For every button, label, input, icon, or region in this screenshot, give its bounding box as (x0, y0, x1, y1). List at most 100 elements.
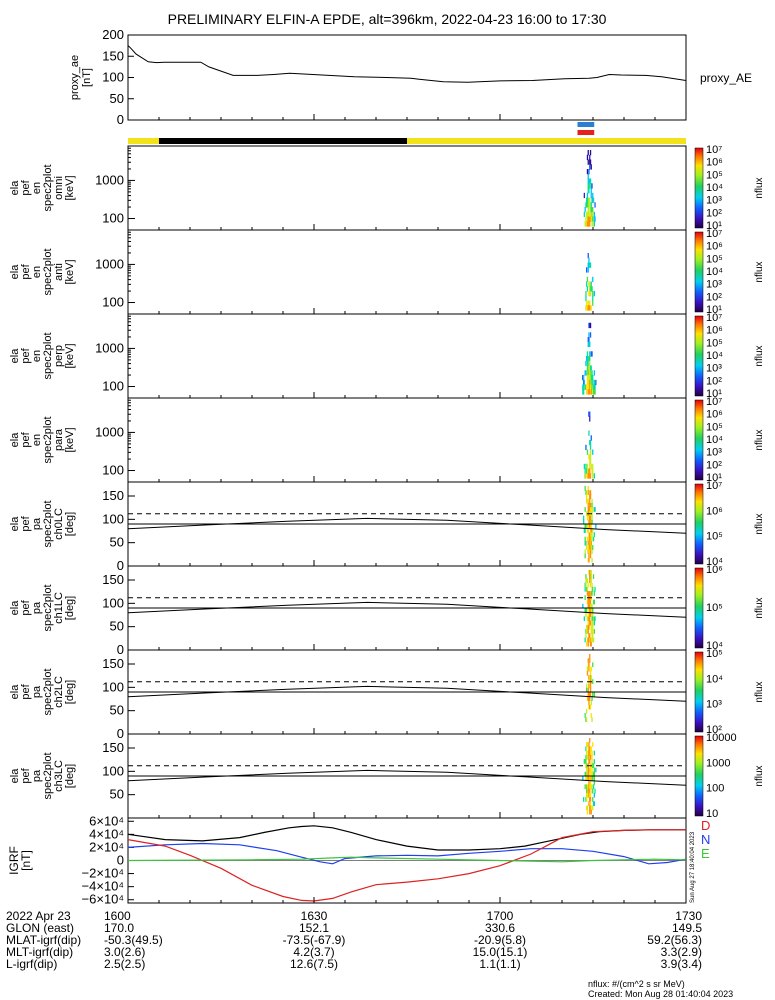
colorbar-label: nflux (754, 261, 765, 282)
grf-series-E (127, 856, 687, 863)
proxy-ae-right-label: proxy_AE (700, 71, 752, 85)
spectrogram-cell (590, 365, 592, 371)
spectrogram-cell (583, 528, 585, 533)
spectrogram-cell (589, 389, 592, 395)
spectrogram-cell (585, 291, 587, 297)
spectrogram-cell (592, 276, 594, 283)
spectrogram-cell (585, 776, 587, 781)
panel-ylabel: elapefenspec2plotperp[keV] (9, 332, 76, 379)
spectrogram-cell (591, 629, 593, 634)
colorbar-tick: 10² (706, 724, 722, 736)
spectrogram-cell (592, 291, 594, 297)
spectrogram-cell (585, 540, 587, 546)
colorbar-tick: 10³ (706, 447, 722, 459)
spectrogram-cell (587, 473, 589, 479)
spectrogram-cell (588, 608, 590, 613)
spectrogram-cell (586, 746, 588, 752)
spectrogram-cell (592, 679, 594, 684)
spectrogram-cell (588, 197, 590, 203)
spectrogram-cell (590, 216, 592, 222)
spectrogram-cell (589, 440, 592, 446)
spectrogram-cell (588, 305, 590, 311)
spectrogram-cell (586, 360, 589, 367)
spectrogram-cell (590, 183, 592, 189)
ylabel-line: en (31, 434, 43, 446)
ylabel-line: ch0LC (53, 508, 65, 540)
spectrogram-cell (593, 767, 595, 773)
spectrogram-cell (586, 742, 588, 747)
spectrogram-cell (592, 608, 594, 613)
loss-cone-line (127, 685, 687, 702)
spectrogram-cell (587, 468, 589, 474)
colorbar-tick: 100 (706, 783, 724, 795)
spectrogram-cell (592, 776, 594, 781)
spectrogram-cell (590, 202, 592, 208)
spectrogram-cell (589, 620, 592, 626)
spectrogram-cell (589, 545, 592, 550)
colorbar-tick: 10² (706, 459, 722, 471)
spectrogram-cell (588, 360, 590, 367)
spectrogram-cell (589, 463, 591, 470)
spectrogram-cell (592, 788, 594, 794)
proxy-ae-tick-label: 150 (102, 48, 124, 63)
proxy-ae-tick-label: 0 (117, 112, 124, 127)
spectrogram-cell (591, 754, 593, 760)
spectrogram-cell (587, 507, 589, 512)
spectrogram-cell (586, 202, 588, 208)
spectrogram-cell (589, 150, 592, 156)
spectrogram-cell (592, 620, 594, 626)
spectrogram-cell (591, 603, 593, 609)
spectrogram-cell (589, 281, 591, 287)
spectrogram-cell (592, 389, 594, 395)
spectrogram-cell (589, 178, 591, 184)
spectrogram-cell (586, 468, 588, 474)
spectrogram-cell (585, 384, 587, 390)
spectrogram-cell (583, 463, 585, 470)
colorbar-tick: 10⁷ (706, 312, 722, 324)
footer-units: nflux: #/(cm^2 s sr MeV) (588, 979, 685, 989)
spectrogram-cell (585, 524, 587, 529)
spectrogram-cell (588, 557, 590, 563)
spectrogram-cell (589, 351, 591, 357)
spectrogram-cell (589, 211, 591, 218)
spectrogram-cell (586, 805, 588, 811)
colorbar-tick: 10¹ (706, 220, 722, 232)
spectrogram-cell (590, 536, 592, 542)
spectrogram-cell (587, 754, 589, 760)
spectrogram-cell (587, 211, 589, 218)
ylabel-line: pef (20, 179, 32, 195)
spectrogram-cell (592, 692, 594, 697)
spectrogram-cell (593, 216, 595, 222)
spectrogram-cell (587, 384, 589, 390)
spectrogram-cell (586, 629, 589, 634)
spectrogram-cell (594, 616, 596, 622)
spectrogram-cell (589, 666, 591, 672)
spectrogram-cell (589, 300, 591, 306)
panel-ylabel: elapefpaspec2plotch2LC[deg] (9, 668, 76, 715)
panel-ylabel: elapefenspec2plotpara[keV] (9, 416, 76, 463)
loss-cone-line (127, 517, 687, 534)
spectrogram-cell (586, 365, 589, 371)
spectrogram-cell (593, 591, 595, 596)
spectrogram-cell (591, 612, 593, 617)
spectrogram-cell (593, 792, 595, 798)
spectrogram-cell (588, 384, 590, 390)
spectrogram-cell (585, 629, 587, 634)
spectrogram-cell (592, 449, 594, 455)
spectrogram-cell (587, 305, 589, 311)
colorbar-tick: 10⁵ (706, 531, 723, 543)
spectrogram-cell (593, 801, 595, 806)
spectrogram-cell (585, 221, 587, 227)
ylabel-line: spec2plot (42, 584, 54, 631)
spectrogram-cell (590, 629, 592, 634)
spectrogram-cell (587, 389, 589, 395)
grf-ytick-label: 2×10⁴ (89, 839, 124, 854)
spectrogram-cell (589, 164, 591, 170)
grf-ytick-label: −6×10⁴ (82, 892, 124, 907)
spectrogram-cell (584, 207, 586, 213)
spectrogram-cell (589, 341, 591, 348)
proxy-ae-tick-label: 50 (110, 91, 124, 106)
spectrogram-cell (589, 603, 591, 609)
spectrogram-cell (592, 629, 594, 634)
spectrogram-cell (586, 624, 589, 630)
